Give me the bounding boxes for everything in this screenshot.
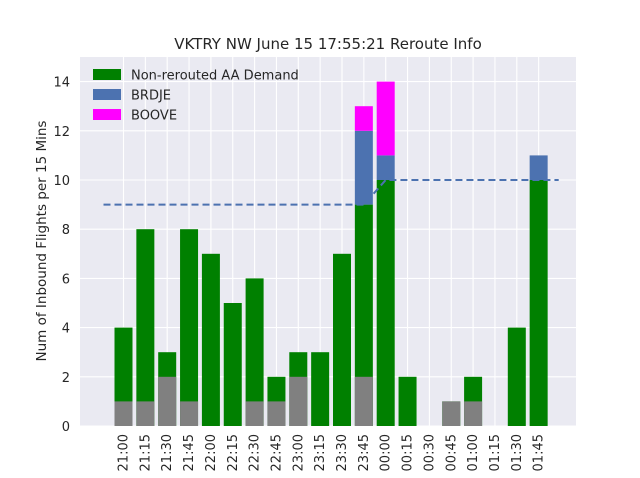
legend-swatch [93,89,121,100]
legend: Non-rerouted AA Demand BRDJE BOOVE [93,69,299,124]
bar-segment [376,81,395,156]
bar-segment [354,204,373,426]
bar-segment [529,180,548,426]
x-tick-label: 21:45 [182,434,197,471]
bar-segment [136,229,155,426]
x-tick-label: 23:45 [357,434,372,471]
bar-overlay-segment [136,401,155,426]
x-tick-label: 00:45 [444,434,459,471]
x-tick-label: 01:00 [466,434,481,471]
x-tick-label: 01:15 [488,434,503,471]
y-tick-label: 0 [62,420,70,435]
x-tick-label: 22:00 [204,434,219,471]
bar-segment [201,253,220,426]
x-tick-label: 00:30 [422,434,437,471]
bar-segment [311,352,330,426]
bar-segment [354,106,373,131]
legend-swatch [93,69,121,80]
threshold-line-path [103,179,559,206]
x-tick-label: 21:30 [160,434,175,471]
bar-overlay-segment [158,376,177,426]
bar-overlay-segment [114,401,133,426]
y-tick-label: 6 [62,272,70,287]
bar-segment [376,180,395,426]
y-tick-label: 14 [53,76,70,91]
bars [114,81,548,426]
x-tick-label: 23:30 [335,434,350,471]
bar-overlay-segment [464,401,483,426]
x-tick-label: 23:00 [291,434,306,471]
bar-overlay-segment [245,401,264,426]
bar-segment [398,376,417,426]
bar-segment [529,155,548,180]
bar-segment [223,303,242,426]
y-axis-ticks: 0 2 4 6 8 10 12 14 [53,76,70,435]
x-tick-label: 22:15 [226,434,241,471]
bar-segment [376,155,395,180]
chart-title: VKTRY NW June 15 17:55:21 Reroute Info [174,35,482,53]
bar-segment [333,253,351,426]
threshold-line [103,179,559,206]
x-axis-ticks: 21:00 21:15 21:30 21:45 22:00 22:15 22:30 22:45… [117,434,547,471]
bar-overlay-segment [180,401,199,426]
x-tick-label: 23:15 [313,434,328,471]
y-tick-label: 10 [53,174,70,189]
legend-label: Non-rerouted AA Demand [131,69,299,84]
bar-overlay-segment [354,376,373,426]
x-tick-label: 22:30 [248,434,263,471]
y-tick-label: 2 [62,371,70,386]
bar-segment [354,130,373,205]
legend-label: BOOVE [131,109,177,124]
y-tick-label: 4 [62,322,70,337]
x-tick-label: 01:45 [532,434,547,471]
legend-label: BRDJE [131,89,171,104]
x-tick-label: 01:30 [510,434,525,471]
x-tick-label: 21:00 [117,434,132,471]
x-tick-label: 00:00 [379,434,394,471]
bar-segment [245,278,264,426]
y-tick-label: 8 [62,223,70,238]
y-tick-label: 12 [53,125,70,140]
bar-overlay-segment [267,401,286,426]
y-axis-label: Num of Inbound Flights per 15 Mins [34,121,50,362]
bar-segment [180,229,199,426]
bar-segment [507,327,526,426]
x-tick-label: 00:15 [401,434,416,471]
bar-overlay-segment [442,401,461,426]
x-tick-label: 21:15 [138,434,153,471]
x-tick-label: 22:45 [269,434,284,471]
legend-swatch [93,109,121,120]
bar-overlay-segment [289,376,308,426]
